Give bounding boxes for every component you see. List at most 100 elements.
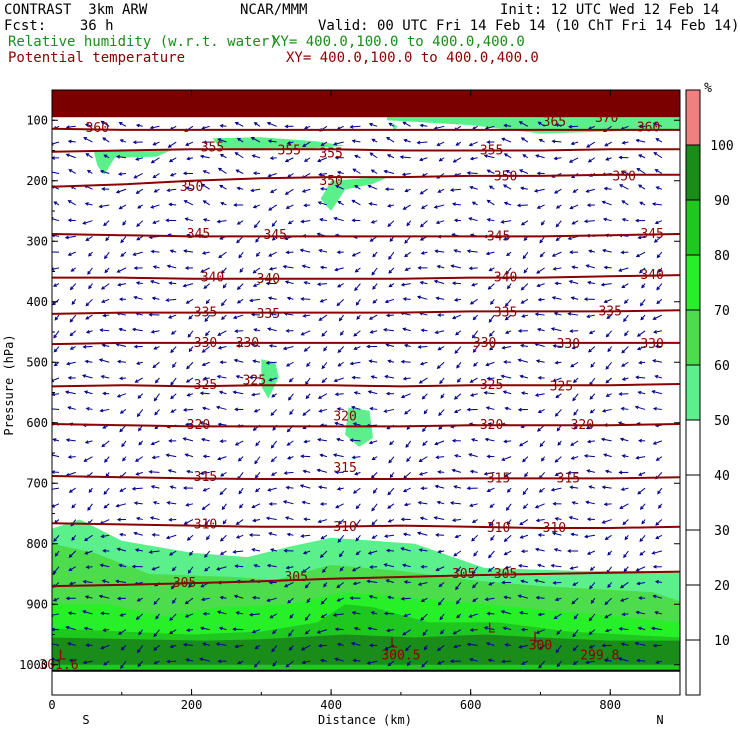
wind-arrowhead <box>641 520 646 525</box>
wind-arrowhead <box>389 238 394 243</box>
wind-vector <box>337 346 345 353</box>
wind-arrowhead <box>638 438 643 443</box>
wind-vector <box>151 330 160 333</box>
wind-vector <box>87 503 93 511</box>
wind-arrowhead <box>655 186 660 190</box>
wind-arrowhead <box>423 410 428 415</box>
wind-arrowhead <box>537 612 542 617</box>
wind-arrowhead <box>352 490 357 494</box>
wind-arrowhead <box>233 594 238 599</box>
wind-arrowhead <box>421 395 426 400</box>
wind-arrowhead <box>272 662 277 667</box>
wind-arrowhead <box>551 139 556 144</box>
wind-arrowhead <box>349 361 354 366</box>
wind-vector <box>438 597 445 606</box>
wind-vector <box>469 217 478 222</box>
wind-arrowhead <box>657 490 661 495</box>
wind-arrowhead <box>202 218 207 222</box>
wind-arrowhead <box>287 599 291 604</box>
wind-arrowhead <box>589 585 593 590</box>
wind-vector <box>587 314 595 318</box>
wind-arrowhead <box>418 458 423 463</box>
wind-arrowhead <box>119 139 124 143</box>
wind-arrowhead <box>519 535 524 539</box>
wind-vector <box>485 125 495 130</box>
wind-vector <box>371 503 378 511</box>
wind-vector <box>419 377 428 384</box>
wind-arrowhead <box>52 627 55 632</box>
wind-vector <box>320 218 328 222</box>
wind-vector <box>435 250 445 253</box>
wind-vector <box>321 597 328 605</box>
wind-arrowhead <box>116 394 121 398</box>
wind-vector <box>435 330 445 334</box>
wind-vector <box>388 267 395 274</box>
wind-arrowhead <box>316 468 321 473</box>
wind-arrowhead <box>305 395 310 400</box>
wind-vector <box>267 564 277 568</box>
wind-arrowhead <box>503 595 508 600</box>
wind-vector <box>420 220 428 228</box>
wind-vector <box>551 487 562 491</box>
field2-xy: XY= 400.0,100.0 to 400.0,400.0 <box>286 50 539 66</box>
wind-arrowhead <box>567 236 572 241</box>
wind-vector <box>100 564 110 568</box>
wind-vector <box>656 298 663 304</box>
theta-label: 305 <box>452 567 475 582</box>
wind-vector <box>402 564 411 568</box>
wind-arrowhead <box>552 266 557 271</box>
wind-arrowhead <box>153 189 158 193</box>
wind-arrowhead <box>536 327 541 332</box>
wind-arrowhead <box>370 375 375 379</box>
wind-arrowhead <box>100 534 105 539</box>
wind-vector <box>103 660 110 666</box>
wind-arrowhead <box>119 428 124 433</box>
wind-vector <box>120 236 127 243</box>
wind-vector <box>438 346 445 351</box>
wind-vector <box>569 280 579 285</box>
wind-vector <box>100 519 110 524</box>
header-valid: Valid: 00 UTC Fri 14 Feb 14 (10 ChT Fri … <box>318 18 740 34</box>
wind-arrowhead <box>185 628 190 632</box>
wind-vector <box>404 251 411 258</box>
wind-vector <box>118 629 127 635</box>
wind-arrowhead <box>268 344 273 348</box>
wind-arrowhead <box>349 125 354 129</box>
wind-vector <box>333 613 344 616</box>
wind-vector <box>350 125 361 128</box>
wind-vector <box>369 152 378 159</box>
wind-vector <box>386 314 394 317</box>
wind-arrowhead <box>385 391 390 396</box>
wind-arrowhead <box>453 409 458 413</box>
wind-vector <box>317 157 328 162</box>
wind-arrowhead <box>571 221 576 225</box>
wind-arrowhead <box>420 598 425 602</box>
theta-label: 330 <box>557 337 580 352</box>
wind-arrowhead <box>539 443 544 448</box>
wind-vector <box>83 660 93 664</box>
wind-arrowhead <box>639 302 644 307</box>
theta-label: 315 <box>557 471 580 486</box>
wind-vector <box>601 438 612 442</box>
wind-vector <box>134 532 143 536</box>
wind-arrowhead <box>386 136 390 141</box>
wind-arrowhead <box>366 661 371 665</box>
wind-vector <box>621 125 629 130</box>
wind-vector <box>269 345 277 348</box>
wind-vector <box>570 566 579 570</box>
wind-vector <box>152 220 160 224</box>
wind-vector <box>220 471 227 477</box>
stratosphere-band <box>52 90 680 672</box>
wind-arrowhead <box>617 657 622 661</box>
wind-vector <box>351 406 361 410</box>
theta-contour-310 <box>52 522 680 529</box>
wind-arrowhead <box>268 253 273 257</box>
wind-vector <box>437 645 445 651</box>
wind-vector <box>66 626 76 631</box>
wind-arrowhead <box>68 169 73 173</box>
wind-arrowhead <box>635 138 640 143</box>
wind-arrowhead <box>155 615 159 620</box>
wind-vector <box>453 629 462 635</box>
wind-arrowhead <box>337 362 342 367</box>
wind-vector <box>84 627 93 631</box>
